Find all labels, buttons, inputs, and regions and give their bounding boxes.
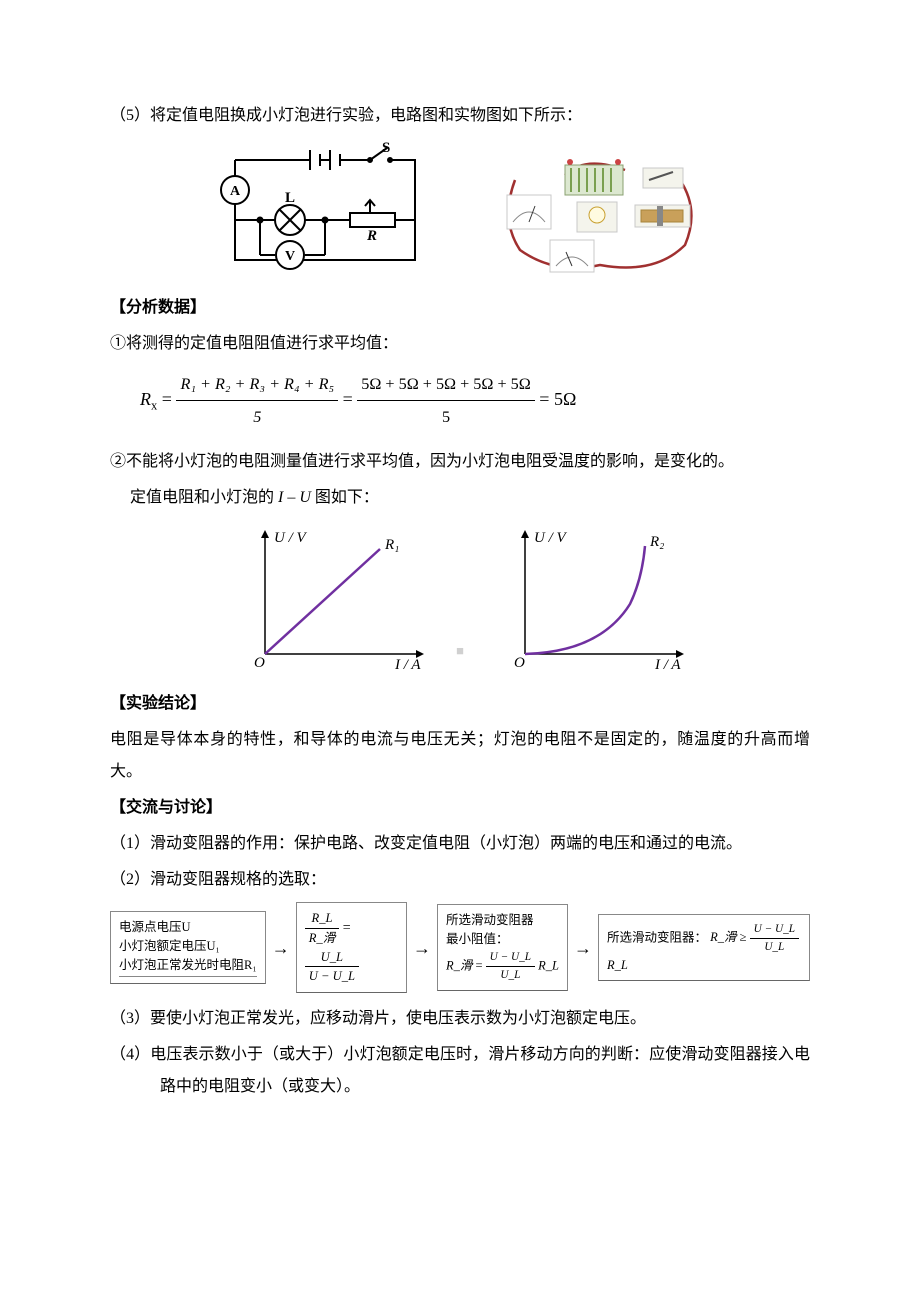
- g2-ylabel: U / V: [534, 530, 568, 546]
- g2-origin: O: [514, 655, 525, 671]
- discuss-1: （1）滑动变阻器的作用：保护电路、改变定值电阻（小灯泡）两端的电压和通过的电流。: [110, 828, 810, 860]
- fb2-rd: U − U_L: [305, 967, 359, 986]
- graph-r2: U / V I / A O R₂: [490, 524, 690, 674]
- fb2-ld: R_滑: [305, 929, 340, 948]
- flow-arrow-2: →: [413, 930, 431, 966]
- rheostat-label: R: [366, 228, 377, 244]
- fb4-lhs: R_滑: [710, 930, 736, 944]
- fb3-t: R_L: [538, 958, 559, 972]
- flow-arrow-1: →: [272, 930, 290, 966]
- fb1-l2: 小灯泡额定电压U₁: [119, 937, 257, 956]
- fb3-l2: 最小阻值：: [446, 930, 559, 949]
- analysis-2: ②不能将小灯泡的电阻测量值进行求平均值，因为小灯泡电阻受温度的影响，是变化的。: [110, 446, 810, 478]
- flow-row: 电源点电压U 小灯泡额定电压U₁ 小灯泡正常发光时电阻R₁ → R_LR_滑 =…: [110, 902, 810, 994]
- f-result: 5Ω: [554, 389, 576, 409]
- heading-analysis: 【分析数据】: [110, 292, 810, 324]
- fb2-ln: R_L: [305, 909, 340, 929]
- discuss-3: （3）要使小灯泡正常发光，应移动滑片，使电压表示数为小灯泡额定电压。: [110, 1003, 810, 1035]
- fb4-d: U_L: [750, 939, 799, 956]
- analysis-1: ①将测得的定值电阻阻值进行求平均值：: [110, 328, 810, 360]
- g2-xlabel: I / A: [654, 657, 681, 673]
- fb4-n: U − U_L: [750, 921, 799, 939]
- discuss-4: （4）电压表示数小于（或大于）小灯泡额定电压时，滑片移动方向的判断：应使滑动变阻…: [110, 1039, 810, 1103]
- fb3-lhs: R_滑: [446, 958, 472, 972]
- fb2-rn: U_L: [305, 948, 359, 968]
- f-den2: 5: [357, 401, 535, 433]
- g1-r1: R₁: [384, 537, 399, 553]
- flow-box-3: 所选滑动变阻器 最小阻值： R_滑 = U − U_LU_L R_L: [437, 904, 568, 990]
- fb1-l3: 小灯泡正常发光时电阻R₁: [119, 956, 257, 977]
- g2-r2: R₂: [649, 534, 664, 550]
- fb3-d: U_L: [486, 967, 535, 984]
- graph-row: U / V I / A O R₁ U / V I / A O R₂: [110, 524, 810, 674]
- f-lhs: R: [140, 389, 151, 409]
- g1-origin: O: [254, 655, 265, 671]
- graph-r1: U / V I / A O R₁: [230, 524, 430, 674]
- g1-ylabel: U / V: [274, 530, 308, 546]
- switch-label: S: [382, 140, 390, 156]
- voltmeter-label: V: [285, 249, 295, 264]
- flow-arrow-3: →: [574, 930, 592, 966]
- discuss-2: （2）滑动变阻器规格的选取：: [110, 864, 810, 896]
- fb4-pre: 所选滑动变阻器：: [607, 930, 707, 944]
- graph-caption: 定值电阻和小灯泡的 I – U 图如下：: [110, 482, 810, 514]
- paragraph-5: （5）将定值电阻换成小灯泡进行实验，电路图和实物图如下所示：: [110, 100, 810, 132]
- f-lhs-sub: x: [151, 399, 157, 413]
- g1-xlabel: I / A: [394, 657, 421, 673]
- conclusion-text: 电阻是导体本身的特性，和导体的电流与电压无关；灯泡的电阻不是固定的，随温度的升高…: [110, 724, 810, 788]
- flow-box-2: R_LR_滑 = U_LU − U_L: [296, 902, 407, 994]
- fb4-t: R_L: [607, 958, 628, 972]
- flow-box-1: 电源点电压U 小灯泡额定电压U₁ 小灯泡正常发光时电阻R₁: [110, 911, 266, 983]
- ammeter-label: A: [230, 184, 241, 199]
- fb1-l1: 电源点电压U: [119, 918, 257, 937]
- circuit-photo: [495, 140, 705, 280]
- diagram-row: A V L S R: [110, 140, 810, 280]
- fb3-n: U − U_L: [486, 949, 535, 967]
- flow-box-4: 所选滑动变阻器： R_滑 ≥ U − U_LU_L R_L: [598, 914, 810, 982]
- heading-conclusion: 【实验结论】: [110, 688, 810, 720]
- circuit-diagram: A V L S R: [215, 140, 435, 280]
- fb3-l1: 所选滑动变阻器: [446, 911, 559, 930]
- f-num1: R₁ + R₂ + R₃ + R₄ + R₅: [176, 368, 338, 401]
- heading-discuss: 【交流与讨论】: [110, 792, 810, 824]
- formula-block: Rx = R₁ + R₂ + R₃ + R₄ + R₅5 = 5Ω + 5Ω +…: [110, 368, 810, 434]
- f-num2: 5Ω + 5Ω + 5Ω + 5Ω + 5Ω: [357, 368, 535, 401]
- lamp-label: L: [285, 190, 295, 206]
- f-den1: 5: [176, 401, 338, 433]
